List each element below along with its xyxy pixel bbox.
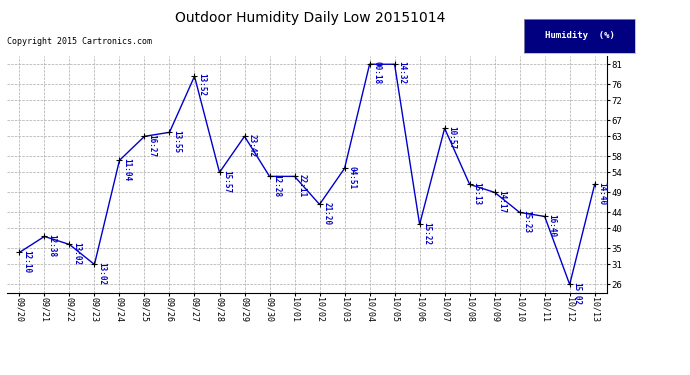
Text: 15:57: 15:57 (222, 170, 231, 193)
Text: 13:02: 13:02 (97, 262, 106, 285)
Text: 12:10: 12:10 (22, 250, 31, 273)
Text: 13:52: 13:52 (197, 74, 206, 97)
Text: 14:40: 14:40 (598, 182, 607, 205)
Text: 13:55: 13:55 (172, 129, 181, 153)
Text: Outdoor Humidity Daily Low 20151014: Outdoor Humidity Daily Low 20151014 (175, 11, 446, 25)
Text: 12:28: 12:28 (273, 174, 282, 197)
Text: 12:38: 12:38 (47, 234, 56, 257)
Text: 10:57: 10:57 (447, 126, 456, 148)
Text: 13:02: 13:02 (72, 242, 81, 265)
Text: 15:22: 15:22 (422, 222, 431, 245)
Text: 15:13: 15:13 (473, 182, 482, 205)
Text: 16:27: 16:27 (147, 134, 156, 157)
Text: Copyright 2015 Cartronics.com: Copyright 2015 Cartronics.com (7, 38, 152, 46)
Text: 15:23: 15:23 (522, 210, 531, 233)
Text: 14:32: 14:32 (397, 62, 406, 85)
Text: 11:04: 11:04 (122, 158, 131, 181)
Text: 15:02: 15:02 (573, 282, 582, 305)
Text: 23:42: 23:42 (247, 134, 256, 157)
Text: 04:51: 04:51 (347, 166, 356, 189)
Text: Humidity  (%): Humidity (%) (544, 31, 615, 40)
Text: 21:20: 21:20 (322, 202, 331, 225)
Text: 22:11: 22:11 (297, 174, 306, 197)
Text: 14:17: 14:17 (497, 190, 506, 213)
Text: 00:18: 00:18 (373, 62, 382, 85)
Text: 16:40: 16:40 (547, 214, 556, 237)
